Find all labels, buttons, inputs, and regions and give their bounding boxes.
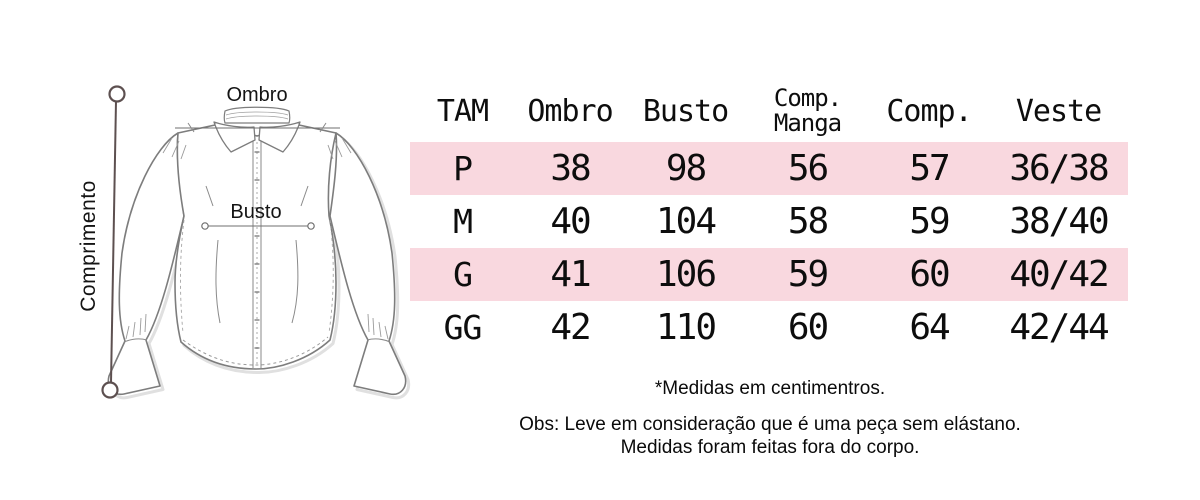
blouse-sketch: Ombro Busto Comprimento bbox=[77, 84, 411, 400]
value-cell: 106 bbox=[655, 254, 717, 295]
value-cell: 38 bbox=[550, 148, 591, 189]
shoulder-label: Ombro bbox=[226, 84, 287, 106]
garment-illustration: Ombro Busto Comprimento bbox=[77, 78, 428, 423]
value-cell: 57 bbox=[909, 148, 950, 189]
value-cell: 104 bbox=[655, 201, 717, 242]
value-cell: 58 bbox=[787, 201, 829, 242]
left-dart bbox=[215, 239, 221, 324]
bust-measure-line bbox=[201, 222, 315, 230]
bodice bbox=[162, 124, 352, 370]
col-header-veste: Veste bbox=[1015, 93, 1102, 129]
value-cell: 110 bbox=[655, 307, 717, 348]
value-cell: 59 bbox=[909, 201, 950, 242]
col-header-busto: Busto bbox=[642, 93, 729, 129]
bust-label: Busto bbox=[230, 201, 281, 223]
value-cell: 36/38 bbox=[1009, 148, 1109, 189]
value-cell: 40 bbox=[550, 201, 591, 242]
table-header-row: TAM Ombro Busto Comp. Manga Comp. Veste bbox=[410, 80, 1128, 142]
col-header-comp-manga: Comp. Manga bbox=[773, 84, 842, 137]
value-cell: 38/40 bbox=[1009, 201, 1109, 242]
right-dart bbox=[291, 239, 299, 324]
table-row-g: G 41 106 59 60 40/42 bbox=[410, 248, 1128, 301]
value-cell: 64 bbox=[909, 307, 950, 348]
size-cell: GG bbox=[443, 308, 483, 347]
units-note: *Medidas em centimentros. bbox=[654, 378, 886, 399]
length-measure-line bbox=[101, 85, 126, 399]
right-sleeve bbox=[329, 132, 407, 396]
size-table: TAM Ombro Busto Comp. Manga Comp. Veste … bbox=[410, 80, 1128, 354]
col-header-ombro: Ombro bbox=[527, 93, 613, 129]
length-label: Comprimento bbox=[78, 180, 100, 312]
collar bbox=[213, 106, 301, 153]
col-header-comp: Comp. bbox=[886, 93, 972, 129]
size-cell: P bbox=[453, 149, 473, 188]
shoulder-gathers bbox=[162, 137, 352, 160]
button-placket bbox=[252, 140, 262, 368]
value-cell: 59 bbox=[787, 254, 829, 295]
value-cell: 42/44 bbox=[1009, 307, 1109, 348]
size-cell: M bbox=[453, 202, 473, 241]
left-sleeve bbox=[107, 132, 185, 396]
table-row-m: M 40 104 58 59 38/40 bbox=[410, 195, 1128, 248]
value-cell: 41 bbox=[550, 254, 591, 295]
value-cell: 40/42 bbox=[1009, 254, 1109, 295]
value-cell: 56 bbox=[787, 148, 829, 189]
right-cuff-gathers bbox=[367, 313, 389, 340]
left-cuff-gathers bbox=[125, 313, 147, 340]
table-row-gg: GG 42 110 60 64 42/44 bbox=[410, 301, 1128, 354]
col-header-tam: TAM bbox=[436, 93, 489, 129]
obs-note-line1: Obs: Leve em consideração que é uma peça… bbox=[519, 414, 1021, 435]
measurement-notes: *Medidas em centimentros. Obs: Leve em c… bbox=[440, 378, 1100, 459]
value-cell: 42 bbox=[550, 307, 591, 348]
value-cell: 98 bbox=[665, 148, 707, 189]
table-row-p: P 38 98 56 57 36/38 bbox=[410, 142, 1128, 195]
value-cell: 60 bbox=[787, 307, 829, 348]
size-cell: G bbox=[453, 255, 473, 294]
hem-stitch bbox=[182, 336, 329, 366]
buttons bbox=[254, 151, 260, 349]
value-cell: 60 bbox=[909, 254, 950, 295]
obs-note-line2: Medidas foram feitas fora do corpo. bbox=[620, 437, 920, 458]
